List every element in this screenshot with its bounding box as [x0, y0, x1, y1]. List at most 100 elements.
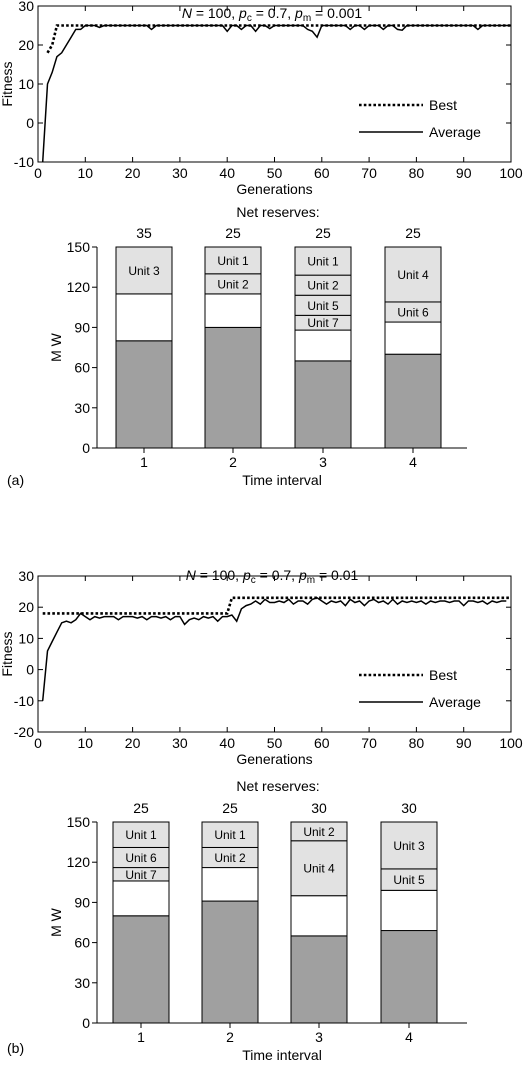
- bars2-y-tick-label: 30: [74, 975, 90, 991]
- line2-x-tick-label: 0: [34, 735, 42, 751]
- line2-x-tick-label: 50: [267, 735, 283, 751]
- line2-y-tick-label: -10: [14, 693, 34, 709]
- bars1-bar-3-unit-label: Unit 1: [307, 255, 339, 269]
- bars2-bar-2-unit-label: Unit 2: [214, 851, 246, 865]
- bars2-reserve-value: 25: [222, 800, 238, 816]
- line1-x-tick-label: 100: [499, 165, 523, 181]
- bars2-reserve-value: 25: [133, 800, 149, 816]
- bars1-bar-3-unit-segment: [294, 246, 352, 276]
- bars2-bar-4-gap: [380, 889, 438, 932]
- bars1-bar-2-base: [204, 326, 262, 449]
- line1-x-tick-label: 70: [361, 165, 377, 181]
- bars2-bar-3-base: [290, 935, 348, 1024]
- line2-x-tick-label: 60: [314, 735, 330, 751]
- bars2-bar-4-base: [380, 930, 438, 1024]
- line1-chart-title-part: c: [247, 13, 252, 24]
- line2-y-tick-label: 10: [18, 630, 34, 646]
- bars1-y-tick-label: 60: [74, 360, 90, 376]
- bars1-bar-2-unit-label: Unit 1: [217, 254, 249, 268]
- bars1-x-tick-label: 2: [229, 454, 237, 470]
- line1-y-tick-label: 10: [18, 76, 34, 92]
- line1-legend-best-label: Best: [429, 97, 457, 113]
- bars1-bar-4-unit-label: Unit 6: [397, 305, 429, 319]
- line2-chart-title-part: p: [242, 567, 251, 583]
- line1-x-tick-label: 80: [409, 165, 425, 181]
- bars1-bar-4-gap: [384, 321, 442, 355]
- bars2-y-axis-label: M W: [48, 907, 64, 937]
- bars2-reserve-value: 30: [401, 800, 417, 816]
- bars2-panel-label: (b): [7, 1040, 24, 1056]
- bars2-x-tick-label: 3: [315, 1029, 323, 1045]
- bars2-bar-4-unit-segment: [380, 821, 438, 870]
- line2-series-best: [42, 596, 511, 615]
- bars2-x-tick-label: 1: [137, 1029, 145, 1045]
- line1-y-tick-label: 20: [18, 37, 34, 53]
- line1-y-tick-label: 0: [26, 115, 34, 131]
- bars2-bar-1-unit-label: Unit 1: [125, 828, 157, 842]
- bars2-x-axis-label: Time interval: [242, 1047, 322, 1063]
- line1-series-best: [46, 24, 511, 54]
- bars1-y-tick-label: 150: [67, 239, 91, 255]
- line2-y-tick-label: 0: [26, 662, 34, 678]
- line1-x-tick-label: 50: [267, 165, 283, 181]
- bars2-bar-4-unit-label: Unit 5: [393, 873, 425, 887]
- line2-chart-title-part: = 100,: [196, 567, 243, 583]
- line1-chart-title-part: p: [238, 5, 247, 21]
- line2-series-average: [41, 596, 507, 701]
- bars1-y-tick-label: 90: [74, 319, 90, 335]
- bars2-bar-2-gap: [201, 867, 259, 902]
- bars2-bar-3-unit-label: Unit 2: [303, 825, 335, 839]
- line2-chart-title-part: p: [298, 567, 307, 583]
- bars1-bar-1-gap: [115, 293, 173, 342]
- bars1-panel-label: (a): [7, 472, 24, 488]
- line2-chart-title-part: c: [251, 575, 256, 586]
- line1-y-tick-label: -10: [14, 154, 34, 170]
- bars1-reserve-value: 25: [405, 225, 421, 241]
- bars1-bar-2-unit-label: Unit 2: [217, 277, 249, 291]
- line2-legend-best-label: Best: [429, 667, 457, 683]
- bars1-bar-1-base: [115, 340, 173, 449]
- bars1-x-tick-label: 1: [140, 454, 148, 470]
- line1-series-average: [41, 24, 511, 163]
- bars1-reserve-value: 25: [315, 225, 331, 241]
- bars1-bar-3-unit-label: Unit 5: [307, 299, 339, 313]
- bars2-reserve-value: 30: [311, 800, 327, 816]
- bars1-x-tick-label: 4: [409, 454, 417, 470]
- bars1-bar-4-unit-segment: [384, 246, 442, 303]
- bars2-x-tick-label: 2: [226, 1029, 234, 1045]
- bars1-y-tick-label: 0: [82, 440, 90, 456]
- bars2-x-tick-label: 4: [405, 1029, 413, 1045]
- bars1-reserve-value: 25: [225, 225, 241, 241]
- line2-x-axis-label: Generations: [236, 751, 312, 767]
- bars1-bar-4-base: [384, 353, 442, 449]
- line1-chart-title-part: m: [303, 13, 311, 24]
- bars2-bar-1-unit-segment: [112, 821, 170, 848]
- line2-y-tick-label: 30: [18, 568, 34, 584]
- line1-chart-title-part: = 100,: [192, 5, 239, 21]
- line1-x-tick-label: 90: [456, 165, 472, 181]
- line1-chart-title: N = 100, pc = 0.7, pm = 0.001: [182, 5, 363, 24]
- line1-x-tick-label: 60: [314, 165, 330, 181]
- line2-chart-title-part: = 0.01: [315, 567, 358, 583]
- bars1-bar-3-base: [294, 360, 352, 449]
- bars2-bar-2-unit-segment: [201, 821, 259, 848]
- bars2-bar-3-gap: [290, 895, 348, 937]
- bars2-y-tick-label: 120: [67, 854, 91, 870]
- bars2-bar-1-base: [112, 915, 170, 1024]
- line1-x-tick-label: 30: [172, 165, 188, 181]
- bars2-bar-3-unit-label: Unit 4: [303, 862, 335, 876]
- bars1-bar-4-unit-label: Unit 4: [397, 268, 429, 282]
- bars2-bar-1-unit-label: Unit 7: [125, 868, 157, 882]
- bars2-bar-4-unit-label: Unit 3: [393, 839, 425, 853]
- line2-chart-title-part: N: [186, 567, 197, 583]
- bars1-y-tick-label: 30: [74, 400, 90, 416]
- bars2-bar-1-gap: [112, 880, 170, 917]
- line2-x-tick-label: 30: [172, 735, 188, 751]
- bars1-y-tick-label: 120: [67, 279, 91, 295]
- bars1-bar-3-gap: [294, 329, 352, 362]
- line1-x-tick-label: 20: [125, 165, 141, 181]
- line1-legend-average-label: Average: [429, 124, 481, 140]
- bars1-bar-2-gap: [204, 293, 262, 328]
- bars1-chart-title: Net reserves:: [236, 204, 319, 220]
